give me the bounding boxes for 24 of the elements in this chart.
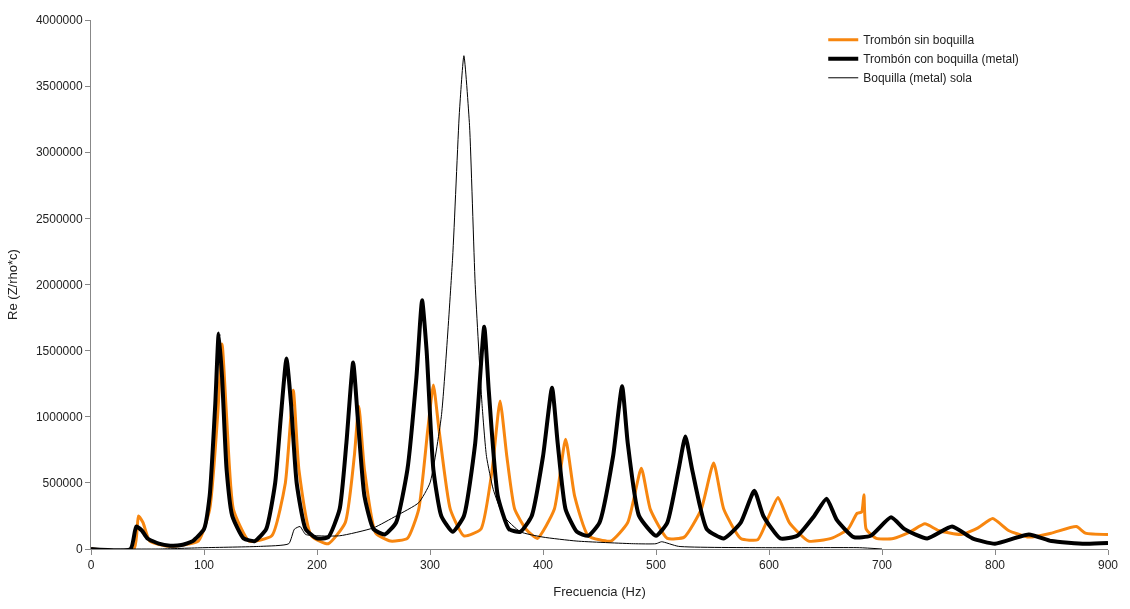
x-axis-title: Frecuencia (Hz) — [553, 584, 646, 599]
x-tick-label: 200 — [306, 558, 328, 573]
x-tick-label: 500 — [645, 558, 667, 573]
x-tick-label: 0 — [87, 558, 95, 573]
legend-label: Boquilla (metal) sola — [863, 71, 973, 86]
x-tick-label: 600 — [758, 558, 780, 573]
legend-label: Trombón sin boquilla — [863, 33, 975, 48]
legend-label: Trombón con boquilla (metal) — [863, 52, 1019, 67]
x-tick-label: 300 — [419, 558, 441, 573]
y-tick-label: 3000000 — [35, 145, 83, 160]
y-tick-label: 3500000 — [35, 79, 83, 94]
y-tick-label: 0 — [75, 542, 83, 557]
x-tick-label: 700 — [871, 558, 893, 573]
x-tick-label: 400 — [532, 558, 554, 573]
y-tick-label: 4000000 — [35, 13, 83, 28]
y-tick-label: 2000000 — [35, 277, 83, 292]
x-tick-label: 900 — [1097, 558, 1119, 573]
y-tick-label: 1500000 — [35, 343, 83, 358]
x-tick-label: 100 — [193, 558, 215, 573]
x-tick-label: 800 — [984, 558, 1006, 573]
y-tick-label: 1000000 — [35, 409, 83, 424]
y-tick-label: 500000 — [42, 476, 83, 491]
y-axis-title: Re (Z/rho*c) — [4, 249, 20, 320]
y-tick-label: 2500000 — [35, 211, 83, 226]
